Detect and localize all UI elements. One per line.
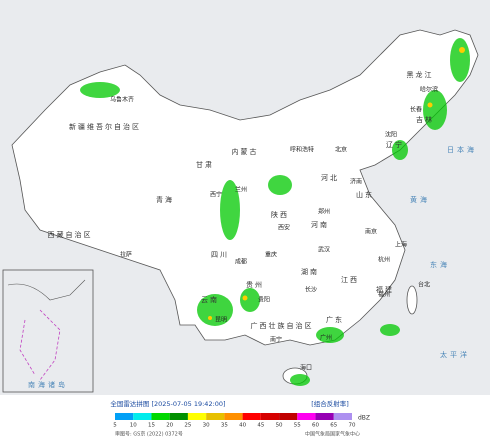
province-label: 陕西 xyxy=(271,210,289,219)
city-label: 重庆 xyxy=(265,251,277,259)
legend-swatch xyxy=(206,413,225,420)
province-label: 河北 xyxy=(321,174,339,182)
legend-swatch xyxy=(151,413,170,420)
legend-unit: dBZ xyxy=(358,415,370,422)
sea-label: 黄海 xyxy=(410,195,430,204)
city-label: 哈尔滨 xyxy=(420,86,438,94)
legend-level-label: 60 xyxy=(312,423,319,429)
legend-swatch xyxy=(260,413,280,420)
city-label: 拉萨 xyxy=(120,251,132,259)
province-label: 广西壮族自治区 xyxy=(251,321,314,330)
city-label: 北京 xyxy=(335,146,347,154)
sea-label: 日本海 xyxy=(447,145,477,154)
taiwan xyxy=(406,285,418,315)
province-label: 黑龙江 xyxy=(407,70,434,79)
legend-swatch xyxy=(187,413,207,420)
city-label: 福州 xyxy=(378,291,390,299)
legend-level-label: 40 xyxy=(239,423,246,429)
city-label: 济南 xyxy=(350,178,362,186)
legend-level-label: 35 xyxy=(221,423,228,429)
china-outline xyxy=(11,29,479,346)
province-label: 山东 xyxy=(356,190,374,199)
province-label: 西藏自治区 xyxy=(48,230,93,239)
city-label: 南宁 xyxy=(270,336,282,344)
sea-label: 东海 xyxy=(430,260,450,269)
province-label: 福建 xyxy=(376,285,394,294)
sea-label: 太平洋 xyxy=(440,350,470,359)
legend-swatch xyxy=(224,413,243,420)
city-label: 呼和浩特 xyxy=(290,146,314,154)
map-title: 全国雷达拼图 [2025-07-05 19:42:00] xyxy=(110,399,225,408)
city-label: 台北 xyxy=(418,281,430,289)
legend-level-label: 5 xyxy=(113,423,117,429)
legend: 5 10 15 20 25 30 35 40 45 50 55 60 65 70 xyxy=(113,413,356,429)
province-label: 辽宁 xyxy=(386,140,404,149)
legend-swatch xyxy=(333,413,352,420)
legend-level-label: 50 xyxy=(276,423,283,429)
city-label: 长沙 xyxy=(305,286,317,294)
province-label: 云南 xyxy=(201,295,219,304)
legend-swatch xyxy=(115,413,134,420)
city-label: 广州 xyxy=(320,334,332,342)
south-china-sea-inset xyxy=(2,269,94,393)
sea-label: 南海诸岛 xyxy=(28,380,68,389)
legend-swatch xyxy=(242,413,261,420)
city-label: 沈阳 xyxy=(385,131,397,139)
legend-level-label: 10 xyxy=(130,423,137,429)
city-label: 西安 xyxy=(278,224,290,232)
legend-swatch xyxy=(297,413,316,420)
approval-number: 审图号: GS京 (2022) 0372号 xyxy=(115,431,183,438)
legend-level-label: 15 xyxy=(148,423,155,429)
province-label: 吉林 xyxy=(416,115,434,124)
legend-level-label: 20 xyxy=(166,423,173,429)
province-label: 甘肃 xyxy=(196,160,214,169)
legend-swatch xyxy=(169,413,188,420)
city-label: 乌鲁木齐 xyxy=(110,96,134,104)
product-label: [组合反射率] xyxy=(311,399,349,408)
province-label: 贵州 xyxy=(246,280,264,289)
city-label: 郑州 xyxy=(318,208,330,216)
province-label: 河南 xyxy=(311,220,329,229)
legend-level-label: 25 xyxy=(184,423,191,429)
city-label: 兰州 xyxy=(235,186,247,194)
legend-swatch xyxy=(133,413,152,420)
city-label: 海口 xyxy=(300,364,312,372)
city-label: 成都 xyxy=(235,258,247,266)
province-label: 江西 xyxy=(341,276,359,284)
city-label: 昆明 xyxy=(215,317,227,324)
legend-level-label: 45 xyxy=(257,423,264,429)
city-label: 杭州 xyxy=(378,256,390,264)
city-label: 贵阳 xyxy=(258,296,270,304)
province-label: 湖南 xyxy=(301,267,319,276)
city-label: 武汉 xyxy=(318,246,330,254)
legend-level-label: 30 xyxy=(203,423,210,429)
radar-strong-echoes xyxy=(208,47,465,320)
legend-level-label: 65 xyxy=(330,423,337,429)
legend-level-label: 70 xyxy=(349,423,356,429)
city-label: 西宁 xyxy=(210,191,222,199)
legend-swatch xyxy=(315,413,334,420)
inset-coast xyxy=(7,279,86,301)
city-label: 南京 xyxy=(365,228,377,236)
city-label: 长春 xyxy=(410,106,422,114)
city-label: 上海 xyxy=(395,241,407,249)
legend-swatch xyxy=(279,413,298,420)
agency: 中国气象局国家气象中心 xyxy=(305,431,360,438)
province-label: 四川 xyxy=(211,251,229,259)
radar-echoes xyxy=(80,38,470,386)
province-label: 青海 xyxy=(156,195,174,204)
legend-level-label: 55 xyxy=(294,423,301,429)
province-label: 内蒙古 xyxy=(232,147,259,156)
province-label: 新疆维吾尔自治区 xyxy=(69,122,141,131)
province-label: 广东 xyxy=(326,315,344,324)
inset-boundary xyxy=(19,309,61,381)
